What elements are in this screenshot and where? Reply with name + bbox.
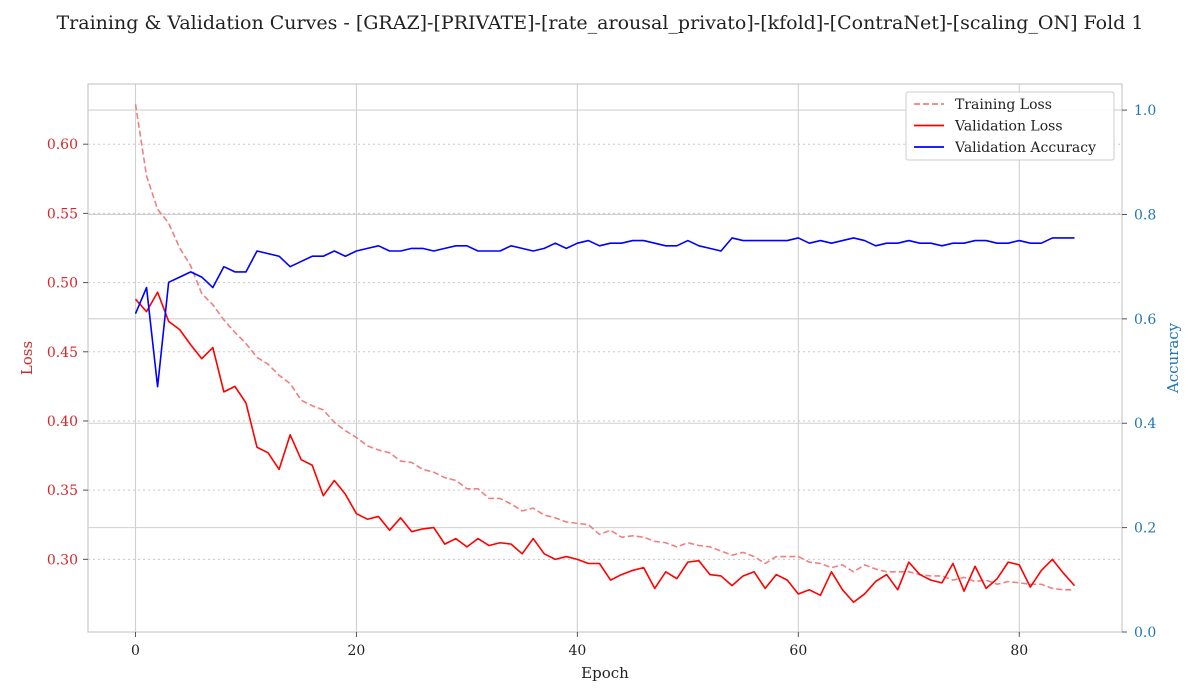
y-right-tick-label: 0.6 bbox=[1134, 312, 1156, 328]
right-y-axis: 0.0 0.2 0.4 0.6 0.8 1.0 bbox=[1122, 103, 1156, 641]
y-left-tick-label: 0.50 bbox=[47, 276, 78, 292]
y-left-tick-label: 0.40 bbox=[47, 414, 78, 430]
legend-box bbox=[905, 91, 1115, 161]
y-left-tick-label: 0.30 bbox=[47, 552, 78, 568]
y-left-tick-label: 0.45 bbox=[47, 345, 78, 361]
legend-training-loss-label: Training Loss bbox=[955, 97, 1052, 113]
y-right-tick-label: 1.0 bbox=[1134, 103, 1156, 119]
y-right-tick-label: 0.4 bbox=[1134, 416, 1156, 432]
legend-validation-accuracy-label: Validation Accuracy bbox=[954, 140, 1096, 156]
validation-accuracy-line bbox=[134, 237, 1075, 388]
legend-validation-loss-label: Validation Loss bbox=[954, 119, 1063, 135]
x-axis: 0 20 40 60 80 bbox=[131, 632, 1028, 659]
x-tick-label: 40 bbox=[568, 643, 586, 659]
x-tick-label: 0 bbox=[131, 643, 140, 659]
validation-loss-line bbox=[134, 291, 1076, 604]
training-loss-line bbox=[134, 103, 1075, 591]
y-right-tick-label: 0.8 bbox=[1134, 207, 1156, 223]
legend: Training Loss Validation Loss Validation A… bbox=[905, 91, 1115, 161]
series-layer bbox=[134, 103, 1076, 604]
right-y-axis-label: Accuracy bbox=[1164, 322, 1182, 394]
y-left-tick-label: 0.35 bbox=[47, 483, 78, 499]
left-y-axis-label: Loss bbox=[18, 341, 36, 375]
x-tick-label: 80 bbox=[1010, 643, 1028, 659]
left-y-axis: 0.30 0.35 0.40 0.45 0.50 0.55 0.60 bbox=[47, 137, 88, 568]
chart-title: Training & Validation Curves - [GRAZ]-[P… bbox=[57, 12, 1144, 34]
y-left-tick-label: 0.60 bbox=[47, 137, 78, 153]
x-axis-label: Epoch bbox=[581, 664, 629, 682]
plot-frame bbox=[87, 83, 1123, 633]
y-left-tick-label: 0.55 bbox=[47, 206, 78, 222]
x-tick-label: 60 bbox=[789, 643, 807, 659]
y-right-tick-label: 0.0 bbox=[1134, 625, 1156, 641]
x-tick-label: 20 bbox=[348, 643, 366, 659]
y-right-tick-label: 0.2 bbox=[1134, 521, 1156, 537]
